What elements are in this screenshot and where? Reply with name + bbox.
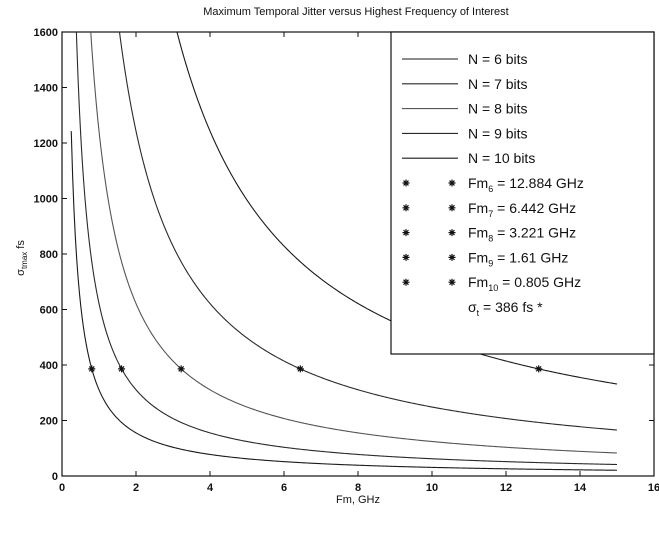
series-line-7-bits <box>118 32 618 431</box>
x-tick-label: 12 <box>500 482 512 494</box>
y-tick-label: 200 <box>40 416 58 428</box>
x-tick-label: 2 <box>133 482 139 494</box>
data-point-marker <box>88 365 96 373</box>
legend-marker <box>402 253 410 261</box>
x-tick-label: 16 <box>648 482 659 494</box>
legend-marker <box>448 229 456 237</box>
x-tick-label: 0 <box>59 482 65 494</box>
data-point-marker <box>177 365 185 373</box>
y-tick-label: 1600 <box>34 27 58 39</box>
legend-marker <box>402 229 410 237</box>
legend-label: Fm6 = 12.884 GHz <box>468 175 584 194</box>
legend-label: Fm8 = 3.221 GHz <box>468 225 576 244</box>
chart-title: Maximum Temporal Jitter versus Highest F… <box>203 6 508 18</box>
legend-label: N = 7 bits <box>468 76 528 92</box>
y-tick-label: 800 <box>40 249 58 261</box>
legend-label: Fm9 = 1.61 GHz <box>468 249 568 268</box>
series-line-8-bits <box>90 32 618 454</box>
legend-marker <box>402 179 410 187</box>
legend-label: N = 6 bits <box>468 51 528 67</box>
legend-marker <box>448 204 456 212</box>
legend-items: N = 6 bits N = 7 bits N = 8 bits N = 9 bits… <box>402 51 584 318</box>
legend-marker <box>448 179 456 187</box>
y-axis-label-unit: fs <box>15 240 27 249</box>
y-tick-label: 400 <box>40 360 58 372</box>
legend-marker <box>448 253 456 261</box>
series-line-9-bits <box>75 32 618 466</box>
legend-box <box>390 31 655 355</box>
x-axis: 0 2 4 6 8 10 12 14 16 <box>59 32 659 494</box>
data-point-marker <box>535 365 543 373</box>
x-axis-label: Fm, GHz <box>336 494 380 506</box>
data-point-marker <box>296 365 304 373</box>
y-axis-label-symbol: σ <box>15 269 27 276</box>
x-tick-label: 14 <box>574 482 587 494</box>
y-tick-label: 1400 <box>34 83 58 95</box>
y-tick-label: 0 <box>52 471 58 483</box>
legend-label: N = 8 bits <box>468 101 528 117</box>
y-axis: 0 200 400 600 800 1000 1200 1400 1600 <box>34 27 654 483</box>
x-tick-label: 4 <box>207 482 214 494</box>
x-tick-label: 8 <box>355 482 361 494</box>
legend: N = 6 bits N = 7 bits N = 8 bits N = 9 bits… <box>390 31 655 355</box>
marker-group <box>88 365 543 373</box>
legend-marker <box>402 204 410 212</box>
x-tick-label: 6 <box>281 482 287 494</box>
legend-label: N = 10 bits <box>468 150 535 166</box>
legend-marker <box>448 278 456 286</box>
legend-label: Fm10 = 0.805 GHz <box>468 274 581 293</box>
legend-label: Fm7 = 6.442 GHz <box>468 200 576 219</box>
y-tick-label: 1200 <box>34 138 58 150</box>
series-line-10-bits <box>70 131 618 471</box>
data-point-marker <box>118 365 126 373</box>
x-tick-label: 10 <box>426 482 438 494</box>
y-tick-label: 1000 <box>34 194 58 206</box>
y-axis-label: σtmax fs <box>15 240 29 276</box>
legend-label-jitter: σt = 386 fs * <box>468 299 543 318</box>
y-axis-label-subscript: tmax <box>20 252 29 269</box>
y-tick-label: 600 <box>40 305 58 317</box>
legend-label: N = 9 bits <box>468 125 528 141</box>
legend-marker <box>402 278 410 286</box>
